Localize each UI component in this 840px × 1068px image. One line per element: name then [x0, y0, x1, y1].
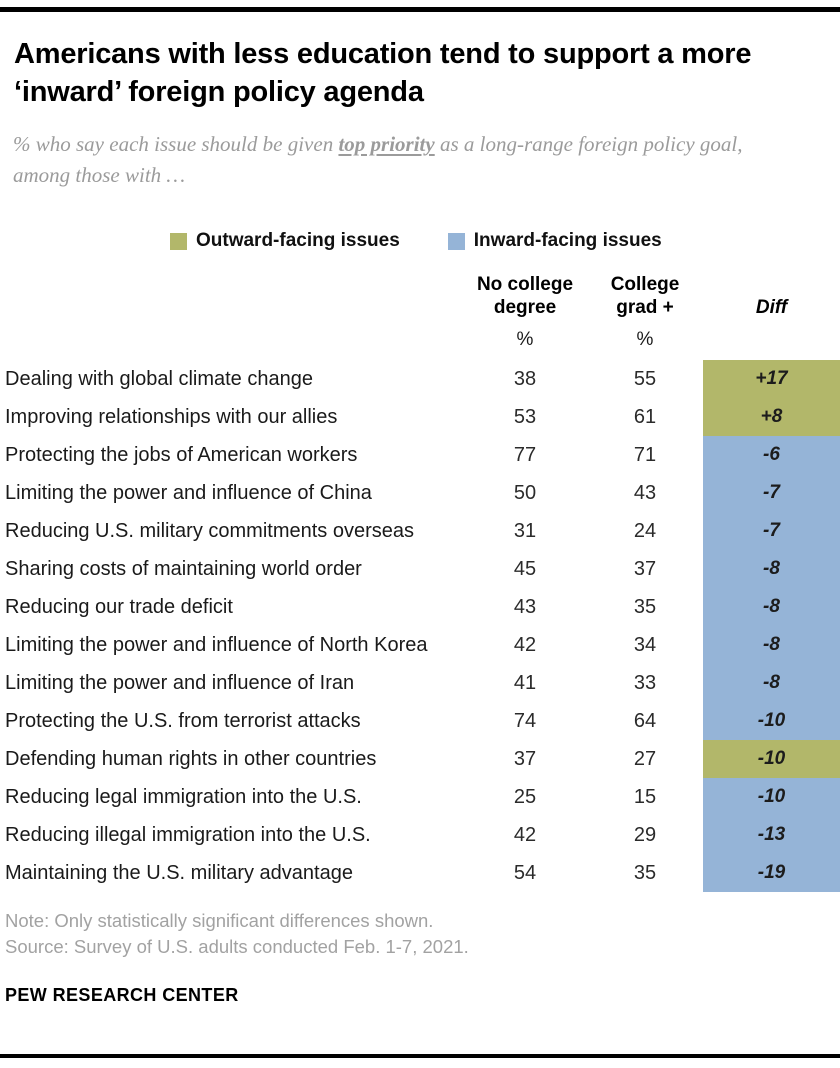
- diff-cell: -13: [703, 816, 840, 855]
- value-college-grad: 35: [633, 595, 657, 618]
- column-header-no-college: No college degree: [476, 274, 574, 318]
- table-row: Reducing illegal immigration into the U.…: [0, 816, 840, 855]
- table-row: Improving relationships with our allies …: [0, 398, 840, 437]
- row-label: Maintaining the U.S. military advantage: [5, 862, 353, 885]
- value-college-grad: 43: [633, 481, 657, 504]
- inward-swatch-icon: [447, 232, 465, 250]
- chart-frame: Americans with less education tend to su…: [0, 7, 840, 1058]
- value-no-college: 25: [513, 785, 537, 808]
- row-label: Defending human rights in other countrie…: [5, 748, 377, 771]
- table-row: Limiting the power and influence of Nort…: [0, 626, 840, 665]
- subtitle-emphasis: top priority: [338, 132, 435, 157]
- value-college-grad: 71: [633, 443, 657, 466]
- value-no-college: 37: [513, 747, 537, 770]
- value-no-college: 45: [513, 557, 537, 580]
- value-college-grad: 29: [633, 823, 657, 846]
- table-row: Reducing legal immigration into the U.S.…: [0, 778, 840, 817]
- legend-item-outward: Outward-facing issues: [170, 230, 400, 252]
- table-header-row: No college degree College grad + Diff: [0, 274, 840, 319]
- row-label: Limiting the power and influence of Chin…: [5, 482, 372, 505]
- footnotes: Note: Only statistically significant dif…: [0, 908, 840, 961]
- diff-cell: -10: [703, 740, 840, 779]
- column-header-college-grad: College grad +: [610, 274, 680, 318]
- diff-cell: +8: [703, 398, 840, 437]
- table-row: Reducing our trade deficit 43 35 -8: [0, 588, 840, 627]
- table-row: Protecting the U.S. from terrorist attac…: [0, 702, 840, 741]
- diff-cell: -7: [703, 512, 840, 551]
- diff-cell: +17: [703, 360, 840, 399]
- diff-cell: -10: [703, 702, 840, 741]
- diff-cell: -10: [703, 778, 840, 817]
- row-label: Improving relationships with our allies: [5, 406, 338, 429]
- note-text: Note: Only statistically significant dif…: [5, 910, 434, 932]
- table-row: Maintaining the U.S. military advantage …: [0, 854, 840, 893]
- percent-symbol: %: [516, 329, 534, 351]
- column-header-diff: Diff: [755, 296, 788, 318]
- value-no-college: 43: [513, 595, 537, 618]
- table-row: Defending human rights in other countrie…: [0, 740, 840, 779]
- unit-row: % %: [0, 329, 840, 351]
- row-label: Reducing our trade deficit: [5, 596, 233, 619]
- value-college-grad: 37: [633, 557, 657, 580]
- table-row: Limiting the power and influence of Iran…: [0, 664, 840, 703]
- row-label: Reducing illegal immigration into the U.…: [5, 824, 371, 847]
- legend-item-inward: Inward-facing issues: [447, 230, 662, 252]
- value-no-college: 31: [513, 519, 537, 542]
- value-college-grad: 27: [633, 747, 657, 770]
- value-college-grad: 35: [633, 861, 657, 884]
- chart-subtitle: % who say each issue should be given top…: [13, 129, 800, 190]
- value-no-college: 54: [513, 861, 537, 884]
- page-title: Americans with less education tend to su…: [14, 38, 752, 108]
- table-row: Dealing with global climate change 38 55…: [0, 360, 840, 399]
- table-row: Protecting the jobs of American workers …: [0, 436, 840, 475]
- value-college-grad: 64: [633, 709, 657, 732]
- diff-cell: -8: [703, 664, 840, 703]
- row-label: Protecting the jobs of American workers: [5, 444, 358, 467]
- table-row: Reducing U.S. military commitments overs…: [0, 512, 840, 551]
- value-college-grad: 55: [633, 367, 657, 390]
- source-text: Source: Survey of U.S. adults conducted …: [5, 936, 469, 958]
- pew-research-center-wordmark: PEW RESEARCH CENTER: [5, 984, 239, 1005]
- value-no-college: 50: [513, 481, 537, 504]
- value-no-college: 53: [513, 405, 537, 428]
- diff-cell: -6: [703, 436, 840, 475]
- diff-cell: -8: [703, 550, 840, 589]
- row-label: Limiting the power and influence of Iran: [5, 672, 355, 695]
- value-no-college: 38: [513, 367, 537, 390]
- table-body: Dealing with global climate change 38 55…: [0, 360, 840, 893]
- row-label: Reducing legal immigration into the U.S.: [5, 786, 362, 809]
- legend-label-outward: Outward-facing issues: [196, 230, 400, 252]
- diff-cell: -8: [703, 588, 840, 627]
- legend-label-inward: Inward-facing issues: [473, 230, 662, 252]
- diff-cell: -8: [703, 626, 840, 665]
- row-label: Limiting the power and influence of Nort…: [5, 634, 428, 657]
- diff-cell: -19: [703, 854, 840, 893]
- value-no-college: 77: [513, 443, 537, 466]
- row-label: Sharing costs of maintaining world order: [5, 558, 362, 581]
- row-label: Protecting the U.S. from terrorist attac…: [5, 710, 361, 733]
- table-row: Limiting the power and influence of Chin…: [0, 474, 840, 513]
- row-label: Dealing with global climate change: [5, 368, 313, 391]
- value-no-college: 42: [513, 823, 537, 846]
- legend: Outward-facing issues Inward-facing issu…: [170, 230, 840, 252]
- value-college-grad: 34: [633, 633, 657, 656]
- value-college-grad: 61: [633, 405, 657, 428]
- value-college-grad: 15: [633, 785, 657, 808]
- value-no-college: 74: [513, 709, 537, 732]
- outward-swatch-icon: [170, 232, 187, 250]
- subtitle-suffix: as a long-range foreign policy goal, amo…: [13, 132, 743, 187]
- subtitle-prefix: % who say each issue should be given: [13, 132, 339, 157]
- row-label: Reducing U.S. military commitments overs…: [5, 520, 415, 543]
- value-no-college: 42: [513, 633, 537, 656]
- diff-cell: -7: [703, 474, 840, 513]
- value-no-college: 41: [513, 671, 537, 694]
- table-row: Sharing costs of maintaining world order…: [0, 550, 840, 589]
- value-college-grad: 24: [633, 519, 657, 542]
- percent-symbol: %: [636, 329, 654, 351]
- value-college-grad: 33: [633, 671, 657, 694]
